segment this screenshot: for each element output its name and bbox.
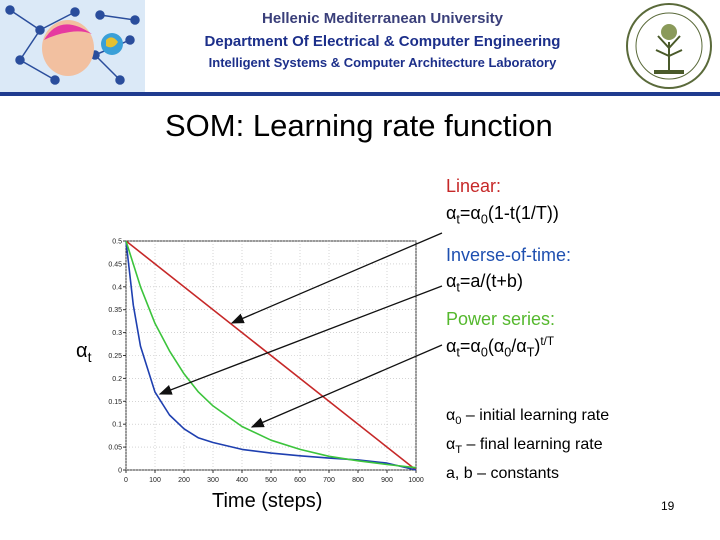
university-seal-icon: [626, 3, 712, 89]
x-tick-label: 1000: [408, 477, 424, 484]
x-tick-label: 600: [294, 477, 306, 484]
legend-final-rate: αT – final learning rate: [446, 436, 603, 457]
y-tick-label: 0.05: [108, 445, 122, 452]
linear-label: Linear:: [446, 176, 502, 196]
university-name: Hellenic Mediterranean University: [262, 10, 503, 27]
x-tick-label: 700: [323, 477, 335, 484]
y-tick-label: 0.25: [108, 353, 122, 360]
y-tick-label: 0.5: [112, 239, 122, 246]
series-line-power: [125, 240, 417, 469]
x-tick-label: 900: [381, 477, 393, 484]
y-tick-label: 0.2: [112, 376, 122, 383]
y-axis-label: αt: [76, 340, 92, 365]
x-axis-label: Time (steps): [212, 490, 323, 512]
x-tick-label: 500: [265, 477, 277, 484]
legend-initial-rate: α0 – initial learning rate: [446, 407, 610, 428]
linear-formula: αt=α0(1-t(1/T)): [446, 203, 559, 227]
legend-constants: a, b – constants: [446, 465, 559, 483]
y-tick-label: 0.4: [112, 284, 122, 291]
page-number: 19: [661, 499, 675, 513]
x-tick-label: 300: [207, 477, 219, 484]
x-tick-label: 400: [236, 477, 248, 484]
x-tick-label: 800: [352, 477, 364, 484]
inverse-label: Inverse-of-time:: [446, 245, 572, 265]
header-divider: [0, 92, 720, 96]
slide-title: SOM: Learning rate function: [165, 108, 553, 143]
y-tick-label: 0.45: [108, 261, 122, 268]
series-line-linear: [125, 240, 417, 471]
power-arrow: [250, 344, 443, 428]
y-tick-label: 0.35: [108, 307, 122, 314]
x-tick-label: 0: [124, 477, 128, 484]
lab-logo-icon: [0, 0, 145, 92]
x-tick-label: 100: [149, 477, 161, 484]
header-banner: Hellenic Mediterranean University Depart…: [0, 0, 720, 96]
department-name: Department Of Electrical & Computer Engi…: [204, 33, 561, 50]
power-formula: αt=α0(α0/αT)t/T: [446, 335, 555, 360]
lab-name: Intelligent Systems & Computer Architect…: [208, 55, 557, 70]
y-tick-label: 0.15: [108, 399, 122, 406]
y-tick-label: 0.3: [112, 330, 122, 337]
symbol-legend: α0 – initial learning rate αT – final le…: [446, 404, 609, 485]
inverse-formula: αt=a/(t+b): [446, 271, 523, 295]
linear-arrow: [230, 232, 443, 324]
y-tick-label: 0: [118, 468, 122, 475]
inverse-arrow: [158, 285, 443, 395]
power-label: Power series:: [446, 309, 556, 329]
x-tick-label: 200: [178, 477, 190, 484]
y-tick-label: 0.1: [112, 422, 122, 429]
